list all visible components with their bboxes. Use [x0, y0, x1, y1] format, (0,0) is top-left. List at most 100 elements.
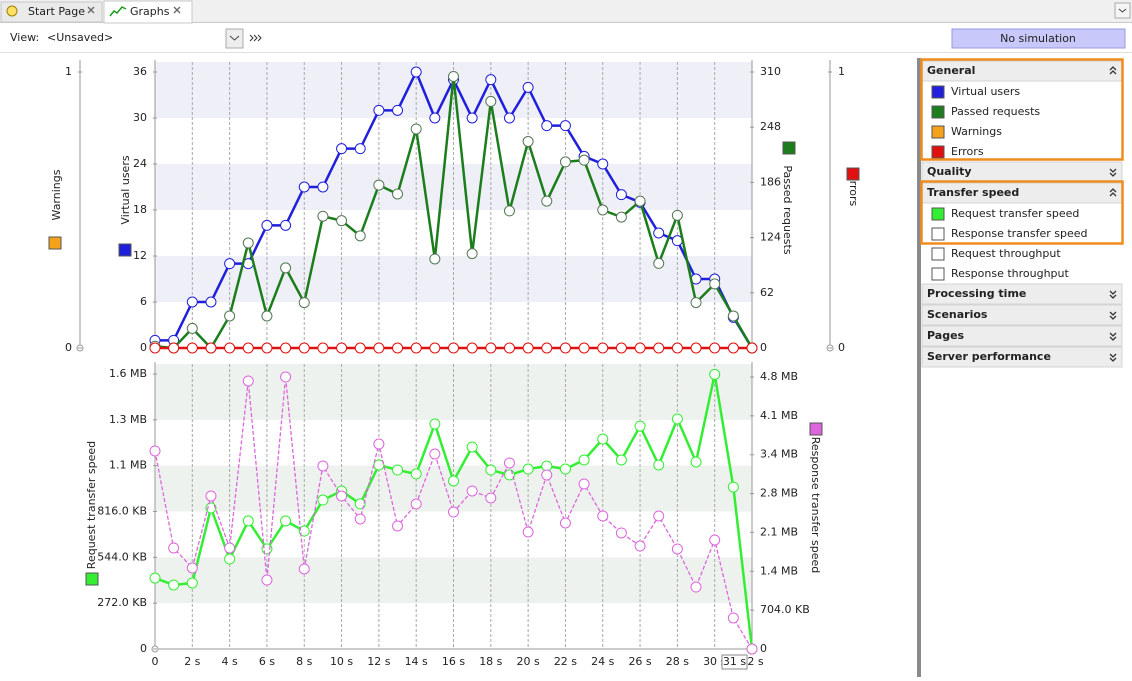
checkbox[interactable]: [931, 105, 945, 119]
tab-close[interactable]: [173, 6, 181, 14]
section-header[interactable]: [921, 304, 1123, 326]
data-point: [224, 258, 236, 270]
legend-swatch: [782, 141, 796, 155]
data-point: [336, 143, 348, 155]
data-point: [280, 219, 292, 231]
data-point: [746, 643, 758, 655]
splitter[interactable]: [917, 58, 921, 677]
checkbox[interactable]: [931, 227, 945, 241]
simulation-status[interactable]: [951, 28, 1126, 49]
data-point: [168, 579, 180, 591]
data-point: [186, 342, 198, 354]
data-point: [615, 211, 627, 223]
data-point: [392, 188, 404, 200]
data-point: [485, 342, 497, 354]
y-tick-label: 1.3 MB: [109, 413, 147, 426]
data-point: [690, 456, 702, 468]
section-header[interactable]: [921, 346, 1123, 368]
checkbox[interactable]: [931, 207, 945, 221]
data-point: [578, 454, 590, 466]
x-tick-label: 16 s: [442, 655, 465, 668]
y-tick-label: 2.8 MB: [760, 487, 798, 500]
data-point: [597, 342, 609, 354]
data-point: [727, 481, 739, 493]
tab-icon: [109, 6, 127, 17]
tab-label: Graphs: [130, 5, 170, 18]
section-title: Processing time: [927, 287, 1026, 300]
data-point: [149, 572, 161, 584]
data-point: [466, 248, 478, 260]
checkbox[interactable]: [931, 85, 945, 99]
section-header[interactable]: [921, 325, 1123, 347]
data-point: [410, 342, 422, 354]
data-point: [354, 230, 366, 242]
data-point: [448, 475, 459, 487]
data-point: [727, 310, 739, 322]
data-point: [373, 104, 385, 116]
data-point: [410, 123, 422, 135]
tab-menu-arrow: [1118, 8, 1127, 13]
data-point: [242, 375, 254, 387]
data-point: [727, 342, 739, 354]
data-point: [261, 219, 273, 231]
y-tick-label: 24: [133, 157, 147, 170]
checkbox[interactable]: [931, 247, 945, 261]
data-point: [522, 135, 534, 147]
checkbox[interactable]: [931, 125, 945, 139]
data-point: [336, 490, 348, 502]
x-tick-label: 14 s: [405, 655, 428, 668]
section-title: General: [927, 64, 975, 77]
data-point: [298, 525, 310, 537]
data-point: [317, 210, 329, 222]
data-point: [597, 158, 609, 170]
checkbox[interactable]: [931, 267, 945, 281]
x-tick-label: 30 s: [703, 655, 726, 668]
data-point: [709, 342, 721, 354]
section-header[interactable]: [921, 283, 1123, 305]
item-label: Response throughput: [951, 267, 1070, 280]
item-label: Request throughput: [951, 247, 1061, 260]
data-point: [634, 540, 646, 552]
y-tick-label: 816.0 KB: [97, 505, 147, 518]
view-value: <Unsaved>: [47, 31, 113, 44]
data-point: [149, 342, 161, 354]
data-point: [522, 463, 534, 475]
data-point: [242, 237, 254, 249]
data-point: [615, 454, 627, 466]
more-button[interactable]: [249, 34, 262, 42]
data-point: [392, 342, 404, 354]
data-point: [392, 464, 404, 476]
y-tick-label: 36: [133, 65, 147, 78]
x-tick-label: 20 s: [517, 655, 540, 668]
tab-menu[interactable]: [1114, 2, 1131, 19]
tab-active[interactable]: [103, 0, 193, 24]
legend-swatch: [846, 167, 860, 181]
data-point: [261, 574, 273, 586]
y-tick-label: 1.1 MB: [109, 459, 147, 472]
data-point: [429, 418, 441, 430]
simulation-status-text: No simulation: [1000, 32, 1076, 45]
data-point: [466, 485, 478, 497]
data-point: [448, 342, 459, 354]
data-point: [466, 112, 478, 124]
view-select-button[interactable]: [225, 28, 244, 49]
data-point: [317, 494, 329, 506]
axis-title: Virtual users: [119, 155, 132, 224]
section-toggle: [1109, 66, 1117, 75]
y-tick-label: 1: [65, 65, 72, 78]
axis-title: Errors: [847, 174, 860, 207]
data-point: [466, 441, 478, 453]
side-panel: General Virtual users Passed requests Warni…: [921, 60, 1123, 368]
data-point: [354, 342, 366, 354]
highlight-box: [920, 180, 1124, 245]
checkbox[interactable]: [931, 145, 945, 159]
data-point: [559, 463, 571, 475]
tab[interactable]: [0, 1, 103, 23]
data-point: [671, 342, 683, 354]
data-point: [224, 342, 236, 354]
tab-close[interactable]: [87, 6, 95, 14]
data-point: [634, 342, 646, 354]
data-point: [466, 342, 478, 354]
data-point: [485, 492, 497, 504]
